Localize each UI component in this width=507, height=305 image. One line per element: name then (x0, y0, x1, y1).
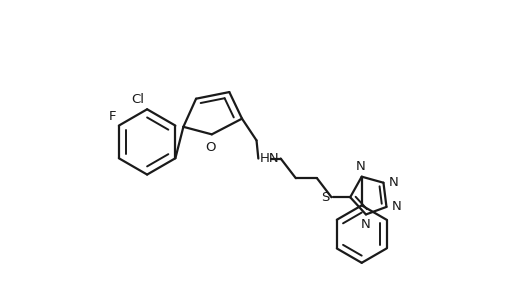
Text: HN: HN (260, 152, 279, 165)
Text: Cl: Cl (132, 93, 144, 106)
Text: N: N (392, 200, 402, 214)
Text: S: S (321, 191, 329, 204)
Text: F: F (109, 109, 117, 123)
Text: N: N (360, 218, 370, 231)
Text: N: N (355, 160, 365, 173)
Text: O: O (205, 141, 215, 154)
Text: N: N (389, 176, 399, 189)
